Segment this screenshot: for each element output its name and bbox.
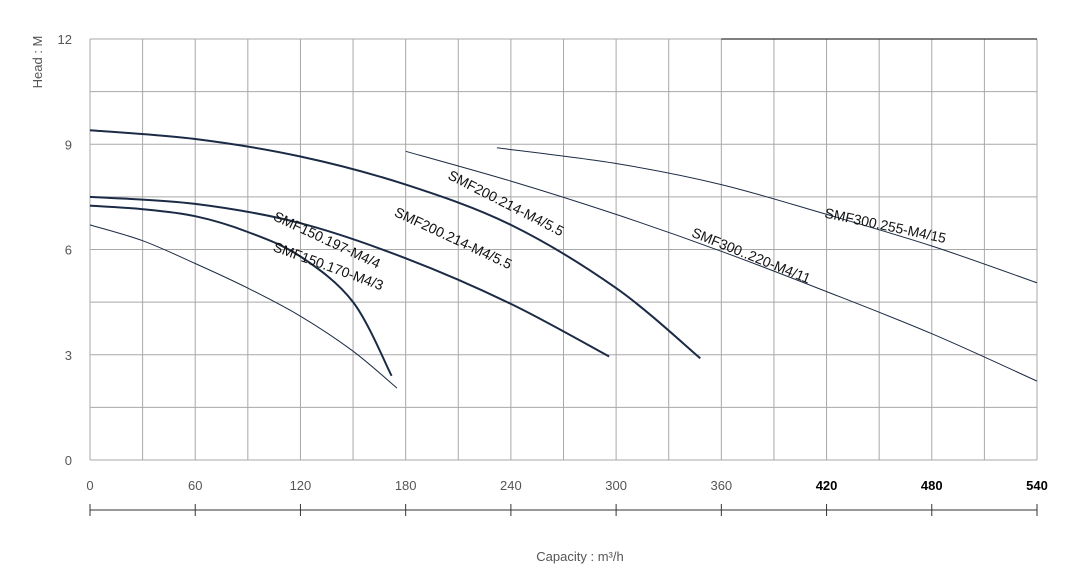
chart-tick-labels: 0 60 120 180 240 300 360 420 480 540 0 3 6 9 12 [58, 32, 1048, 493]
x-tick-label: 120 [290, 478, 312, 493]
x-tick-label: 180 [395, 478, 417, 493]
y-tick-label: 9 [65, 137, 72, 152]
chart-grid [89, 38, 1038, 516]
x-tick-label: 300 [605, 478, 627, 493]
series-curve-3 [89, 129, 701, 360]
series-label-3: SMF200.214-M4/5.5 [446, 167, 567, 239]
series-curve-2 [89, 195, 610, 358]
y-axis-label: Head : M [30, 36, 45, 89]
y-tick-label: 3 [65, 348, 72, 363]
series-curve-5 [496, 147, 1038, 284]
x-tick-label: 240 [500, 478, 522, 493]
series-curve-0 [89, 224, 398, 389]
series-label-2: SMF200.214-M4/5.5 [392, 204, 515, 273]
x-tick-label: 360 [710, 478, 732, 493]
y-tick-label: 0 [65, 453, 72, 468]
x-tick-label: 540 [1026, 478, 1048, 493]
y-tick-label: 6 [65, 243, 72, 258]
chart-curves [89, 129, 1038, 389]
series-label-4: SMF300..220-M4/11 [690, 224, 814, 286]
y-tick-label: 12 [58, 32, 72, 47]
series-label-5: SMF300.255-M4/15 [823, 205, 948, 246]
series-curve-4 [405, 150, 1038, 382]
series-curve-1 [89, 204, 393, 377]
x-tick-label: 0 [86, 478, 93, 493]
x-tick-label: 480 [921, 478, 943, 493]
x-axis-label: Capacity : m³/h [536, 549, 623, 564]
x-tick-label: 60 [188, 478, 202, 493]
x-tick-label: 420 [816, 478, 838, 493]
